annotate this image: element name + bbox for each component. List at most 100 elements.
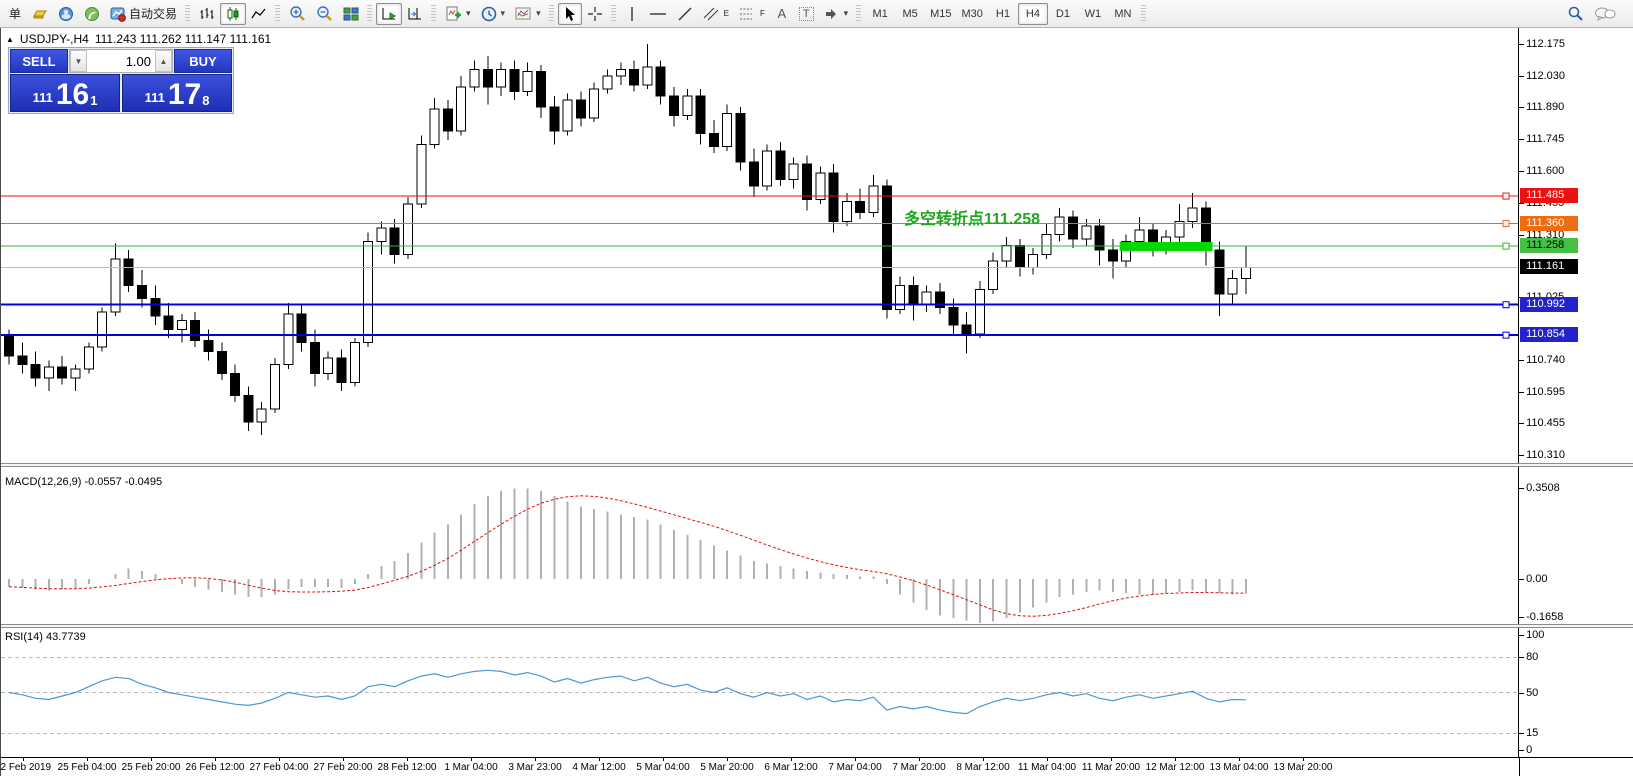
time-tick bbox=[215, 758, 216, 761]
pane-separator[interactable] bbox=[1, 463, 1633, 467]
volume-increase-button[interactable]: ▲ bbox=[155, 50, 172, 72]
time-tick-label: 1 Mar 04:00 bbox=[444, 762, 498, 773]
axis-tick-label: 111.600 bbox=[1519, 165, 1564, 178]
axis-tick-label: 0.3508 bbox=[1519, 482, 1560, 495]
signals-icon[interactable] bbox=[79, 3, 105, 25]
axis-tick-label: 112.030 bbox=[1519, 70, 1565, 83]
time-scale[interactable]: 22 Feb 2019 25 Feb 04:00 25 Feb 20:00 26 Fe… bbox=[0, 757, 1519, 776]
axis-tick-label: -0.1658 bbox=[1519, 611, 1563, 624]
search-icon[interactable] bbox=[1567, 5, 1584, 22]
time-tick bbox=[471, 758, 472, 761]
text-label-icon[interactable]: T bbox=[794, 3, 819, 25]
zoom-in-icon[interactable] bbox=[284, 3, 311, 25]
time-tick bbox=[855, 758, 856, 761]
time-tick bbox=[1111, 758, 1112, 761]
auto-scroll-icon[interactable] bbox=[376, 2, 403, 25]
timeframe-d1[interactable]: D1 bbox=[1048, 3, 1078, 25]
chart-shift-icon[interactable] bbox=[402, 3, 428, 25]
time-tick-label: 25 Feb 04:00 bbox=[57, 762, 117, 773]
time-tick-label: 8 Mar 12:00 bbox=[956, 762, 1010, 773]
arrows-icon[interactable]: ▾ bbox=[819, 3, 854, 25]
toolbar-grip bbox=[367, 4, 373, 23]
buy-price[interactable]: 111 17 8 bbox=[122, 74, 232, 112]
timeframe-mn[interactable]: MN bbox=[1108, 3, 1138, 25]
price-level-badge: 111.360 bbox=[1520, 215, 1579, 231]
periods-icon[interactable]: ▾ bbox=[476, 3, 511, 25]
trendline-icon[interactable] bbox=[672, 3, 698, 25]
sell-price[interactable]: 111 16 1 bbox=[10, 74, 120, 112]
chat-icon[interactable] bbox=[1594, 6, 1616, 22]
horizontal-line-icon[interactable] bbox=[644, 3, 672, 25]
chart-window: ▲ USDJPY-,H4 111.243 111.262 111.147 111… bbox=[0, 28, 1633, 776]
price-chart-surface[interactable]: ▲ USDJPY-,H4 111.243 111.262 111.147 111… bbox=[1, 28, 1519, 463]
time-tick bbox=[1047, 758, 1048, 761]
macd-pane: MACD(12,26,9) -0.0557 -0.0495 0.3508 0.00… bbox=[1, 467, 1633, 624]
candle-chart-icon[interactable] bbox=[220, 2, 247, 25]
collapse-icon[interactable]: ▲ bbox=[6, 34, 14, 44]
timeframe-w1[interactable]: W1 bbox=[1078, 3, 1108, 25]
line-chart-icon[interactable] bbox=[246, 3, 272, 25]
time-tick-label: 4 Mar 12:00 bbox=[572, 762, 626, 773]
text-icon[interactable]: A bbox=[770, 3, 794, 25]
gold-icon[interactable] bbox=[27, 3, 53, 25]
macd-chart-surface[interactable]: MACD(12,26,9) -0.0557 -0.0495 bbox=[1, 467, 1519, 624]
price-scale[interactable]: 112.175 112.030 111.890 111.745 111.600 111.4… bbox=[1518, 28, 1633, 463]
autotrading-label: 自动交易 bbox=[129, 7, 178, 21]
pane-separator[interactable] bbox=[1, 624, 1633, 628]
axis-tick-label: 15 bbox=[1519, 727, 1538, 740]
sell-button[interactable]: SELL bbox=[10, 49, 68, 73]
fibonacci-letter: F bbox=[759, 9, 765, 18]
time-tick bbox=[919, 758, 920, 761]
time-tick bbox=[343, 758, 344, 761]
market-icon[interactable] bbox=[53, 3, 79, 25]
tile-windows-icon[interactable] bbox=[338, 3, 364, 25]
autotrading-button[interactable]: 自动交易 bbox=[105, 3, 182, 25]
time-tick bbox=[535, 758, 536, 761]
vertical-line-icon[interactable] bbox=[620, 3, 644, 25]
time-tick bbox=[663, 758, 664, 761]
timeframe-m30[interactable]: M30 bbox=[957, 3, 988, 25]
axis-tick-label: 111.745 bbox=[1519, 133, 1564, 146]
toolbar-grip bbox=[431, 4, 437, 23]
cursor-icon[interactable] bbox=[557, 2, 582, 25]
timeframe-m1[interactable]: M1 bbox=[865, 3, 895, 25]
volume-input[interactable] bbox=[87, 50, 155, 72]
buy-button[interactable]: BUY bbox=[174, 49, 232, 73]
new-order-button[interactable]: 单 bbox=[3, 3, 27, 25]
chart-ohlc-quotes: 111.243 111.262 111.147 111.161 bbox=[94, 32, 272, 46]
fibonacci-icon[interactable]: F bbox=[734, 3, 770, 25]
macd-scale[interactable]: 0.3508 0.00 -0.1658 bbox=[1518, 467, 1633, 624]
timeframe-m15[interactable]: M15 bbox=[925, 3, 956, 25]
time-tick-label: 26 Feb 12:00 bbox=[185, 762, 245, 773]
zoom-out-icon[interactable] bbox=[311, 3, 338, 25]
time-tick bbox=[791, 758, 792, 761]
time-tick bbox=[407, 758, 408, 761]
time-tick-label: 27 Feb 04:00 bbox=[249, 762, 309, 773]
chart-symbol-period: USDJPY-,H4 bbox=[19, 32, 89, 46]
bar-chart-icon[interactable] bbox=[194, 3, 220, 25]
channel-letter: E bbox=[723, 9, 729, 18]
price-level-badge: 111.485 bbox=[1520, 188, 1579, 204]
timeframe-m5[interactable]: M5 bbox=[895, 3, 925, 25]
volume-decrease-button[interactable]: ▼ bbox=[70, 50, 87, 72]
timeframe-h1[interactable]: H1 bbox=[988, 3, 1018, 25]
equidistant-channel-icon[interactable]: E bbox=[698, 3, 734, 25]
templates-icon[interactable]: ▾ bbox=[510, 3, 546, 25]
rsi-chart-surface[interactable]: RSI(14) 43.7739 bbox=[1, 628, 1519, 757]
price-level-badge: 110.992 bbox=[1520, 296, 1579, 312]
time-tick-label: 13 Mar 04:00 bbox=[1209, 762, 1269, 773]
time-tick-label: 27 Feb 20:00 bbox=[313, 762, 373, 773]
timeframe-h4[interactable]: H4 bbox=[1017, 2, 1048, 25]
price-level-badge: 111.258 bbox=[1520, 238, 1579, 254]
axis-corner bbox=[1519, 757, 1633, 776]
time-tick bbox=[1175, 758, 1176, 761]
indicators-icon[interactable]: ▾ bbox=[440, 3, 476, 25]
time-axis-row: 22 Feb 2019 25 Feb 04:00 25 Feb 20:00 26 Fe… bbox=[0, 757, 1633, 776]
rsi-scale[interactable]: 100 80 50 15 0 bbox=[1518, 628, 1633, 757]
crosshair-icon[interactable] bbox=[582, 3, 608, 25]
trend-annotation: 多空转折点111.258 bbox=[904, 209, 1040, 228]
axis-tick-label: 111.890 bbox=[1519, 101, 1564, 114]
dropdown-icon: ▾ bbox=[536, 8, 541, 18]
rsi-label: RSI(14) 43.7739 bbox=[5, 631, 86, 643]
